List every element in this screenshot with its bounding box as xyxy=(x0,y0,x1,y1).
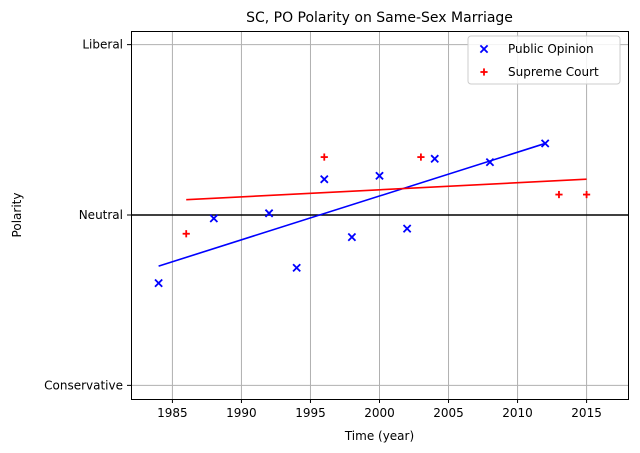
y-tick-label: Neutral xyxy=(79,208,123,222)
marker-stroke xyxy=(540,139,550,148)
x-axis-title: Time (year) xyxy=(344,429,414,443)
marker-stroke xyxy=(485,157,495,167)
y-axis-title: Polarity xyxy=(10,193,24,238)
y-axis-ticks: Conservative Neutral Liberal xyxy=(44,38,131,392)
data-point xyxy=(320,153,328,161)
x-tick-label: 1985 xyxy=(157,406,188,420)
x-tick-label: 2010 xyxy=(502,406,533,420)
x-tick-label: 1995 xyxy=(295,406,326,420)
data-point xyxy=(540,139,550,148)
x-tick-label: 2015 xyxy=(571,406,602,420)
marker-stroke xyxy=(430,154,439,164)
chart-title: SC, PO Polarity on Same-Sex Marriage xyxy=(246,10,513,26)
data-point xyxy=(347,232,357,242)
legend-marker xyxy=(479,44,489,54)
trend-line xyxy=(186,178,587,201)
marker-stroke xyxy=(264,209,274,218)
data-point xyxy=(209,214,219,223)
data-point xyxy=(582,190,591,199)
marker-stroke xyxy=(402,224,412,233)
data-point xyxy=(417,153,425,161)
data-markers xyxy=(154,139,591,288)
x-tick-label: 1990 xyxy=(226,406,257,420)
marker-stroke xyxy=(347,232,357,242)
legend-label: Supreme Court xyxy=(508,65,599,79)
data-point xyxy=(320,174,329,184)
data-point xyxy=(292,263,301,273)
y-tick-label: Conservative xyxy=(44,378,123,392)
marker-stroke xyxy=(375,171,384,181)
data-point xyxy=(182,230,190,238)
marker-stroke xyxy=(292,263,301,273)
x-tick-label: 2005 xyxy=(433,406,464,420)
x-axis-ticks: 1985 1990 1995 2000 2005 2010 2015 xyxy=(157,399,602,420)
x-tick-label: 2000 xyxy=(364,406,395,420)
marker-stroke xyxy=(154,278,163,288)
marker-stroke xyxy=(479,44,489,54)
data-point xyxy=(375,171,384,181)
legend-box xyxy=(467,35,621,85)
marker-stroke xyxy=(209,214,219,223)
data-point xyxy=(264,209,274,218)
data-point xyxy=(430,154,439,164)
legend-marker xyxy=(480,68,488,76)
trend-line xyxy=(158,142,546,267)
data-point xyxy=(555,190,563,199)
trend-lines xyxy=(158,142,587,267)
legend: Public Opinion Supreme Court xyxy=(467,35,621,85)
legend-label: Public Opinion xyxy=(508,42,594,56)
data-point xyxy=(154,278,163,288)
data-point xyxy=(485,157,495,167)
data-point xyxy=(402,224,412,233)
marker-stroke xyxy=(320,174,329,184)
y-tick-label: Liberal xyxy=(82,38,123,52)
